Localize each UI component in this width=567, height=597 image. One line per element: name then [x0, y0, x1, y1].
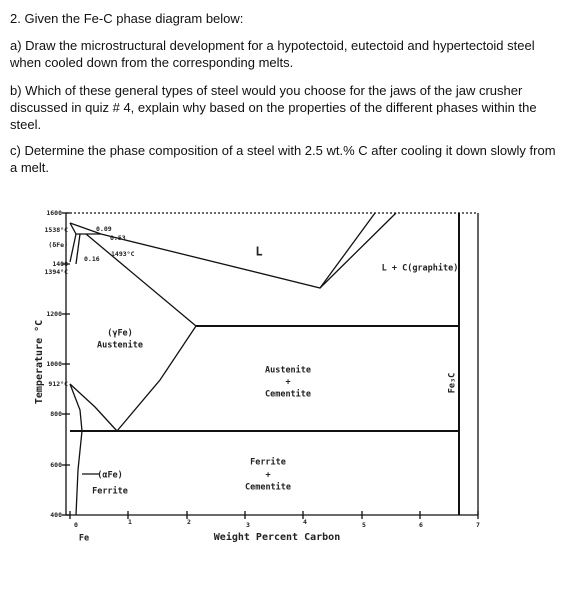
- x-tick-label: 1: [128, 518, 132, 526]
- y-tick-label: 1538°C: [45, 226, 69, 234]
- part-b: b) Which of these general types of steel…: [10, 83, 537, 132]
- y-axis-label: Temperature °C: [34, 320, 45, 404]
- acm-line: [116, 325, 197, 432]
- y-tick-label: 1600: [46, 209, 62, 217]
- question-title: 2. Given the Fe-C phase diagram below:: [10, 11, 244, 26]
- region-label: Cementite: [245, 482, 291, 493]
- y-tick-label: 800: [50, 410, 62, 418]
- part-c: c) Determine the phase composition of a …: [10, 143, 556, 175]
- x-tick-label: 0: [74, 521, 78, 529]
- annotation: 0.53: [110, 234, 126, 242]
- region-label: (αFe): [97, 471, 123, 481]
- y-tick-label: 600: [50, 461, 62, 469]
- region-label: L + C(graphite): [382, 263, 459, 274]
- solidus: [85, 233, 197, 327]
- y-tick-label: 912°C: [48, 380, 68, 388]
- part-a: a) Draw the microstructural development …: [10, 38, 535, 70]
- annotation: 1493°C: [111, 250, 135, 258]
- y-tick-label: 400: [50, 511, 62, 519]
- delta-boundary: [69, 222, 77, 263]
- region-label: L: [255, 245, 262, 259]
- y-ticks: [62, 212, 70, 516]
- x-tick-label: 5: [362, 521, 366, 529]
- a3-line: [69, 383, 118, 432]
- fe-label: Fe: [79, 534, 89, 544]
- region-label: Austenite: [265, 365, 311, 376]
- y-tick-label: 1200: [46, 310, 62, 318]
- y-tick-label: 1394°C: [45, 268, 69, 276]
- region-label: +: [285, 378, 290, 388]
- y-tick-label: 1000: [46, 360, 62, 368]
- region-label: Ferrite: [92, 486, 128, 497]
- liquidus: [69, 212, 397, 289]
- region-label: Ferrite: [250, 457, 286, 468]
- x-tick-label: 4: [303, 518, 307, 526]
- annotation: 0.16: [84, 255, 100, 263]
- region-label: (γFe): [107, 329, 133, 339]
- x-tick-label: 6: [419, 521, 423, 529]
- x-tick-label: 3: [246, 521, 250, 529]
- x-ticks: [69, 511, 479, 519]
- y-tick-label: 1400: [52, 260, 68, 268]
- region-label: Austenite: [97, 340, 143, 351]
- region-label: Cementite: [265, 389, 311, 400]
- x-tick-label: 2: [187, 518, 191, 526]
- graphite-liquidus: [319, 212, 376, 289]
- annotation: 0.09: [96, 225, 112, 233]
- region-label: Fe₃C: [448, 373, 458, 393]
- y-tick-label: (δFe): [48, 241, 68, 249]
- x-tick-label: 7: [476, 521, 480, 529]
- alpha-solvus: [69, 383, 83, 516]
- region-label: +: [265, 471, 270, 481]
- delta-gamma: [75, 233, 81, 265]
- x-axis-label: Weight Percent Carbon: [214, 531, 340, 543]
